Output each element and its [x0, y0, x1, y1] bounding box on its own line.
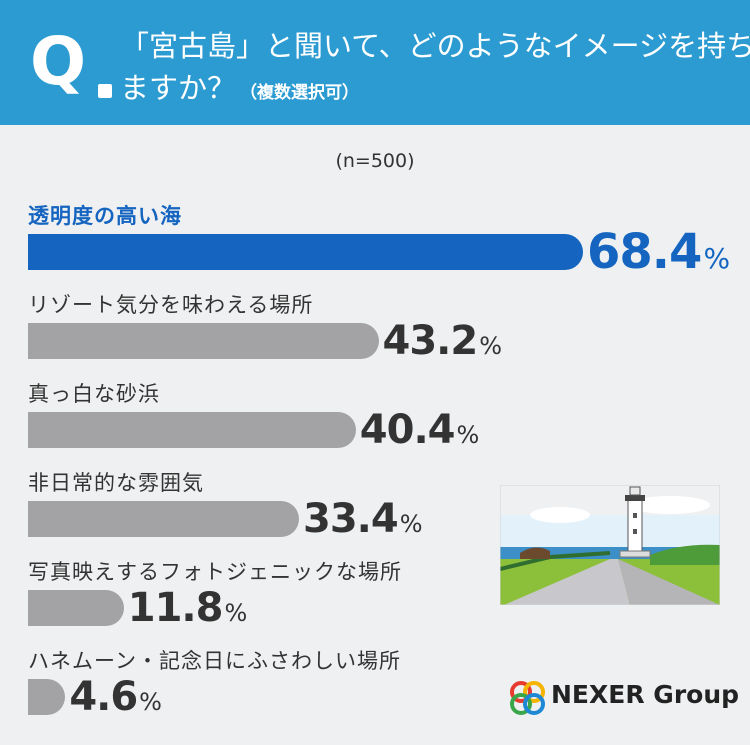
bar	[28, 679, 66, 715]
question-text-line1: 「宮古島」と聞いて、どのようなイメージを持ち	[120, 29, 750, 63]
category-label: ハネムーン・記念日にふさわしい場所	[28, 649, 401, 673]
bar	[28, 323, 379, 359]
value-label: 33.4%	[303, 495, 423, 548]
question-header: Q 「宮古島」と聞いて、どのようなイメージを持ち ますか？ （複数選択可）	[0, 0, 750, 125]
value-number: 40.4	[359, 407, 456, 453]
value-unit: %	[399, 510, 423, 538]
bar	[28, 412, 356, 448]
category-label: 写真映えするフォトジェニックな場所	[28, 560, 402, 584]
bar	[28, 501, 299, 537]
value-unit: %	[456, 421, 480, 449]
bar	[28, 590, 124, 626]
sample-size: (n=500)	[335, 150, 415, 172]
value-label: 43.2%	[382, 317, 503, 370]
value-number: 68.4	[587, 224, 702, 280]
value-label: 4.6%	[69, 673, 162, 726]
category-label: 真っ白な砂浜	[28, 382, 160, 406]
question-note: （複数選択可）	[240, 83, 360, 103]
value-label: 68.4%	[587, 224, 730, 287]
q-mark: Q	[30, 23, 87, 100]
value-unit: %	[224, 599, 247, 627]
value-number: 4.6	[69, 674, 138, 720]
nexer-logo: NEXER Group	[507, 678, 740, 718]
value-number: 43.2	[382, 318, 479, 364]
category-label: リゾート気分を味わえる場所	[28, 293, 314, 317]
question-text-line2: ますか？ （複数選択可）	[120, 70, 359, 111]
q-dot	[98, 84, 112, 98]
category-label: 非日常的な雰囲気	[28, 471, 204, 495]
nexer-logo-icon	[510, 681, 545, 715]
value-number: 33.4	[303, 496, 399, 542]
value-unit: %	[479, 332, 502, 360]
nexer-logo-text: NEXER Group	[551, 680, 740, 709]
value-unit: %	[139, 688, 162, 716]
value-unit: %	[703, 242, 730, 275]
value-number: 11.8	[127, 585, 224, 631]
question-text-line2-main: ますか？	[120, 71, 237, 105]
value-label: 40.4%	[359, 406, 480, 459]
value-label: 11.8%	[127, 584, 248, 637]
lighthouse-illustration	[500, 485, 720, 605]
bar	[28, 234, 583, 270]
category-label: 透明度の高い海	[28, 204, 182, 228]
